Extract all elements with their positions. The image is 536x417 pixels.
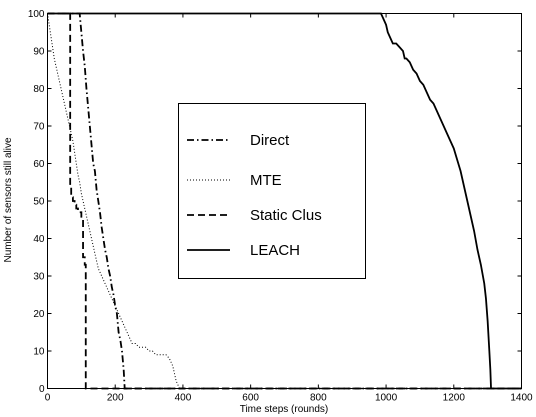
- series-line-static-clus: [47, 12, 522, 390]
- tick-labels: 0 200 400 600 800 1000 1200 1400 0 10 20 30 40 50 60 70…: [28, 9, 533, 404]
- y-tick-label: 40: [33, 234, 45, 245]
- x-tick-label: 800: [310, 393, 327, 404]
- ticks-layer: [47, 13, 522, 389]
- series-line-leach: [47, 12, 522, 390]
- y-tick-label: 90: [33, 47, 45, 58]
- x-tick-label: 1400: [510, 393, 533, 404]
- y-tick-label: 0: [39, 384, 45, 395]
- y-tick-label: 80: [33, 84, 45, 95]
- x-tick-label: 1200: [443, 393, 466, 404]
- series-layer: [47, 12, 522, 390]
- y-axis-label: Number of sensors still alive: [3, 137, 14, 262]
- x-tick-label: 200: [107, 393, 124, 404]
- x-tick-label: 0: [45, 393, 51, 404]
- y-tick-label: 20: [33, 309, 45, 320]
- legend-label: Static Clus: [250, 207, 322, 224]
- legend-label: LEACH: [250, 242, 300, 259]
- legend-label: Direct: [250, 132, 290, 149]
- x-axis-label: Time steps (rounds): [240, 404, 329, 415]
- legend-label: MTE: [250, 172, 282, 189]
- series-line-direct: [47, 12, 522, 390]
- x-tick-label: 400: [175, 393, 192, 404]
- series-line-mte: [47, 13, 522, 389]
- x-tick-label: 600: [242, 393, 259, 404]
- y-tick-label: 70: [33, 122, 45, 133]
- legend-entries: Direct MTE Static Clus LEACH: [187, 132, 322, 259]
- y-tick-label: 30: [33, 272, 45, 283]
- y-tick-label: 50: [33, 197, 45, 208]
- x-tick-label: 1000: [375, 393, 398, 404]
- legend: Direct MTE Static Clus LEACH: [178, 103, 366, 279]
- y-tick-label: 60: [33, 159, 45, 170]
- y-tick-label: 100: [28, 9, 45, 20]
- y-tick-label: 10: [33, 347, 45, 358]
